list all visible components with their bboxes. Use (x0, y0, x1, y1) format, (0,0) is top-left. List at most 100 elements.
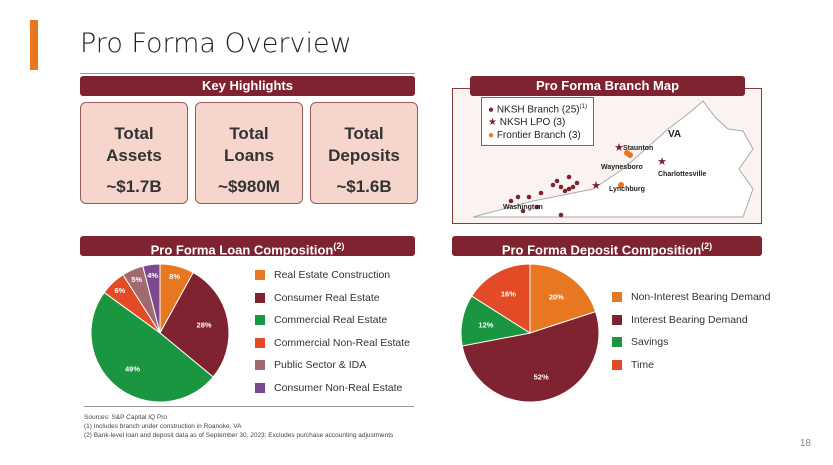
loan-composition-header: Pro Forma Loan Composition(2) (80, 236, 415, 258)
map-label-va: VA (668, 129, 682, 140)
pie-slice (142, 263, 161, 334)
data-label: 4% (147, 271, 158, 280)
legend-label: Non-Interest Bearing Demand (631, 291, 771, 304)
legend-item: Public Sector & IDA (255, 354, 410, 377)
footnote-ref: (1) (579, 104, 587, 110)
key-highlights-header: Key Highlights (80, 76, 415, 96)
frontier-branch-marker (618, 182, 624, 188)
legend-item: Commercial Real Estate (255, 309, 410, 332)
legend-label: Time (631, 358, 654, 371)
branch-marker (554, 178, 560, 184)
data-label: 5% (131, 275, 142, 284)
branch-dot-icon: ● (488, 104, 495, 116)
pie-slice (461, 311, 600, 403)
pie-slice (90, 291, 214, 403)
orange-dot-icon: ● (488, 130, 495, 142)
divider (84, 406, 414, 407)
loan-pie-chart: 8% 28% 49% 6% 5% 4% (90, 263, 230, 403)
map-label-waynesboro: Waynesboro (601, 164, 643, 171)
header-text: Pro Forma Deposit Composition (501, 242, 702, 258)
pie-slice (159, 271, 230, 378)
legend-swatch (612, 337, 622, 348)
legend-label: NKSH LPO (3) (499, 117, 566, 129)
legend-swatch (612, 359, 622, 370)
lpo-star-icon: ★ (657, 156, 667, 168)
legend-item: Time (612, 354, 771, 377)
legend-label: Interest Bearing Demand (631, 313, 748, 326)
frontier-branch-marker (627, 152, 633, 158)
deposit-pie-chart: 20% 52% 12% 16% (460, 263, 600, 403)
map-label-charlottesville: Charlottesville (658, 171, 707, 178)
legend-swatch (255, 360, 265, 371)
legend-swatch (612, 292, 622, 303)
legend-swatch (255, 315, 265, 326)
legend-label: Public Sector & IDA (274, 359, 367, 372)
legend-label: Commercial Real Estate (274, 314, 388, 327)
loan-legend: Real Estate Construction Consumer Real Es… (255, 264, 410, 399)
header-text: Pro Forma Loan Composition (150, 242, 334, 258)
legend-item: Consumer Real Estate (255, 287, 410, 310)
data-label: 20% (549, 293, 564, 302)
footnote-ref: (2) (701, 241, 713, 251)
value: ~$980M (218, 177, 280, 196)
virginia-map: ★ ★ ★ (472, 100, 754, 218)
branch-marker (534, 204, 540, 210)
legend-swatch (255, 337, 265, 348)
map-label-staunton: Staunton (623, 145, 654, 152)
deposit-composition-header: Pro Forma Deposit Composition(2) (452, 236, 762, 258)
legend-label: Frontier Branch (3) (496, 130, 581, 142)
legend-item: Consumer Non-Real Estate (255, 377, 410, 400)
accent-bar (30, 20, 38, 70)
legend-item: Non-Interest Bearing Demand (612, 286, 771, 309)
branch-marker (526, 194, 532, 200)
branch-marker (558, 212, 564, 218)
footnote: (1) Includes branch under construction i… (84, 423, 242, 430)
deposit-legend: Non-Interest Bearing Demand Interest Bear… (612, 286, 771, 376)
value: ~$1.6B (336, 177, 392, 196)
label: Total (114, 124, 154, 143)
legend-label: NKSH Branch (25) (496, 104, 580, 116)
branch-marker (558, 184, 564, 190)
footnotes: Sources: S&P Capital IQ Pro (1) Includes… (84, 413, 393, 440)
legend-item: Interest Bearing Demand (612, 309, 771, 332)
map-legend: ● NKSH Branch (25)(1) ★ NKSH LPO (3) ● F… (481, 97, 594, 147)
legend-swatch (255, 382, 265, 393)
data-label: 52% (534, 372, 549, 381)
branch-marker (570, 184, 576, 190)
branch-marker (566, 186, 572, 192)
highlight-total-loans: Total Loans ~$980M (195, 102, 303, 204)
data-label: 16% (501, 290, 516, 299)
label: Total (229, 124, 269, 143)
highlight-total-deposits: Total Deposits ~$1.6B (310, 102, 418, 204)
lpo-star-icon: ★ (591, 180, 601, 192)
page-number: 18 (799, 438, 811, 449)
label: Total (344, 124, 384, 143)
legend-label: Savings (631, 336, 669, 349)
map-label-lynchburg: Lynchburg (609, 186, 645, 193)
branch-marker (550, 182, 556, 188)
legend-label: Commercial Non-Real Estate (274, 336, 410, 349)
legend-item: Commercial Non-Real Estate (255, 332, 410, 355)
legend-swatch (255, 270, 265, 281)
branch-marker (520, 208, 526, 214)
legend-swatch (255, 292, 265, 303)
footnote: Sources: S&P Capital IQ Pro (84, 414, 167, 421)
data-label: 49% (125, 364, 140, 373)
lpo-star-icon: ★ (614, 142, 624, 154)
legend-swatch (612, 314, 622, 325)
legend-label: Consumer Non-Real Estate (274, 381, 403, 394)
branch-marker (574, 180, 580, 186)
branch-marker (562, 188, 568, 194)
map-label-washington: Washington (503, 204, 543, 211)
label: Assets (106, 146, 162, 165)
branch-marker (515, 194, 521, 200)
label: Loans (223, 146, 275, 165)
data-label: 8% (169, 272, 180, 281)
star-icon: ★ (488, 117, 497, 129)
branch-marker (538, 190, 544, 196)
data-label: 12% (478, 321, 493, 330)
branch-marker (566, 174, 572, 180)
legend-label: Real Estate Construction (274, 269, 391, 282)
footnote: (2) Bank-level loan and deposit data as … (84, 432, 394, 439)
branch-marker (508, 198, 514, 204)
